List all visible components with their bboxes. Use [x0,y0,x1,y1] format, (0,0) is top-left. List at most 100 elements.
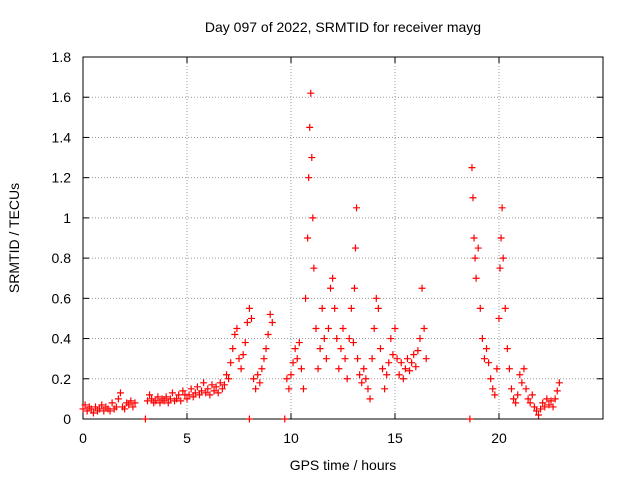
data-point [485,359,493,367]
data-point [324,325,332,332]
data-point [281,415,289,423]
data-point [250,375,258,383]
data-point [187,385,195,393]
y-tick-label: 1.8 [52,49,72,65]
data-point [312,325,320,332]
data-point [526,399,534,407]
data-point [154,393,162,401]
data-point [498,204,506,212]
y-tick-label: 0.4 [52,331,72,347]
data-point [507,385,515,393]
axis-ticks: 0 0.2 0.4 0.6 0.8 1 1.2 1.4 1.6 1.8 0 5 10 15 20 [52,49,603,446]
data-point [478,335,486,343]
data-point [376,345,384,353]
data-point [358,379,366,387]
data-point [185,391,193,399]
data-point [403,355,411,363]
data-point [108,399,116,407]
data-point [283,375,291,383]
data-point [497,234,505,242]
y-tick-label: 1.4 [52,129,72,145]
data-point [354,355,362,363]
data-point [483,345,491,353]
data-point [368,355,376,363]
data-point [229,345,237,353]
data-point [310,264,318,272]
data-point [152,397,160,405]
plot-frame [82,56,604,420]
data-point [522,385,530,393]
data-point [291,345,299,353]
data-point [225,375,233,383]
data-point [337,345,345,353]
data-point [510,395,518,403]
data-point [469,194,477,202]
data-point [343,375,351,383]
data-point [299,385,307,393]
data-point [245,304,253,312]
data-point [412,363,420,371]
data-point [289,359,297,367]
data-point [543,395,551,403]
data-point [200,379,208,387]
data-point [208,381,216,389]
data-point [374,304,382,312]
data-point [401,365,409,373]
data-point [349,339,357,347]
data-point [387,335,395,343]
x-tick-label: 5 [183,430,191,446]
data-point [83,407,91,415]
data-point [551,395,559,403]
data-point [179,387,187,395]
data-point [112,403,120,411]
data-point [148,395,156,403]
data-point [416,335,424,343]
data-point [414,347,422,355]
x-axis-label: GPS time / hours [290,457,397,473]
data-point [125,401,133,409]
data-point [539,399,547,407]
data-point [395,371,403,379]
y-tick-label: 0.2 [52,371,72,387]
x-tick-label: 20 [491,430,507,446]
data-point [553,387,561,395]
data-point [318,304,326,312]
data-point [166,395,174,403]
x-tick-label: 10 [283,430,299,446]
data-point [254,371,262,379]
data-point [532,407,540,415]
data-point [320,335,328,343]
data-point [308,154,316,162]
data-point [129,403,137,411]
y-tick-label: 0 [63,411,71,427]
data-point [329,274,337,282]
data-point [81,401,89,409]
data-point [87,405,95,413]
data-point [241,339,249,347]
data-point [503,345,511,353]
data-point [220,381,228,389]
data-point [514,391,522,399]
data-point [491,391,499,399]
data-point [175,391,183,399]
x-tick-label: 15 [387,430,403,446]
y-tick-label: 1.2 [52,170,72,186]
data-point [372,294,380,302]
data-point [204,385,212,393]
data-point [333,335,341,343]
data-point [505,365,513,373]
data-point [91,403,99,411]
data-point [530,403,538,411]
y-tick-label: 0.6 [52,290,72,306]
data-point [495,314,503,322]
data-point [285,385,293,393]
data-point [235,355,243,363]
data-point [383,371,391,379]
data-point [545,401,553,409]
data-point [476,304,484,312]
data-point [547,397,555,405]
data-point [356,371,364,379]
data-point [247,314,255,322]
data-point [331,304,339,312]
data-point [418,284,426,292]
